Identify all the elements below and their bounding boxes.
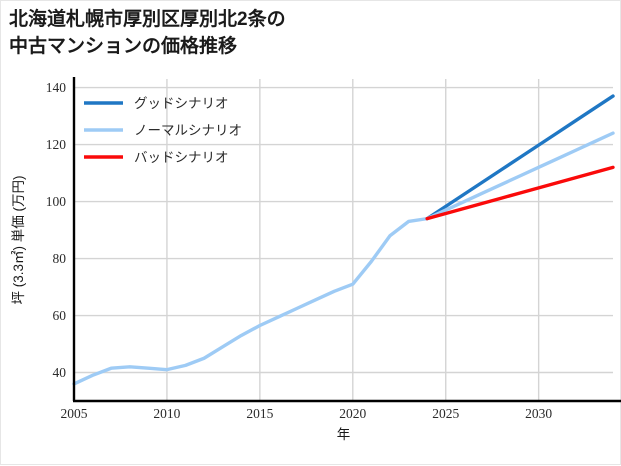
axis-titles: 年 坪 (3.3㎡) 単価 (万円) — [11, 175, 350, 442]
x-tick-label: 2005 — [61, 406, 88, 421]
y-tick-label: 40 — [53, 365, 67, 380]
series-line — [72, 131, 615, 386]
x-tick-label: 2010 — [153, 406, 180, 421]
x-tick-label: 2030 — [525, 406, 552, 421]
series-lines — [72, 94, 615, 386]
y-axis-title: 坪 (3.3㎡) 単価 (万円) — [11, 175, 26, 304]
axes — [72, 77, 621, 403]
series-line — [425, 165, 615, 221]
tick-labels: 40 60 80 100 120 140 2005 2010 2015 2020 2025 2030 — [46, 80, 553, 421]
x-tick-label: 2015 — [246, 406, 273, 421]
legend-label: グッドシナリオ — [134, 96, 229, 111]
y-tick-label: 80 — [53, 251, 67, 266]
chart-title: 北海道札幌市厚別区厚別北2条の 中古マンションの価格推移 — [9, 9, 286, 57]
y-tick-label: 60 — [53, 308, 67, 323]
x-axis-title: 年 — [337, 427, 351, 442]
legend-label: バッドシナリオ — [134, 150, 229, 165]
y-tick-label: 120 — [46, 137, 67, 152]
y-tick-label: 140 — [46, 80, 67, 95]
x-tick-label: 2020 — [339, 406, 366, 421]
series-line — [425, 94, 615, 221]
x-tick-label: 2025 — [432, 406, 459, 421]
legend-label: ノーマルシナリオ — [134, 123, 242, 138]
y-tick-label: 100 — [46, 194, 67, 209]
